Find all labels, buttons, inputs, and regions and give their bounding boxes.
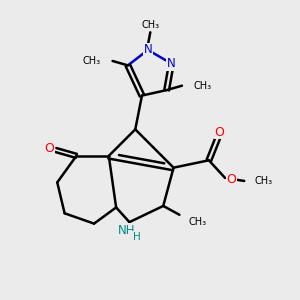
Text: O: O [214, 126, 224, 139]
Text: CH₃: CH₃ [254, 176, 273, 186]
Text: O: O [44, 142, 54, 155]
Text: CH₃: CH₃ [141, 20, 159, 30]
Text: CH₃: CH₃ [194, 81, 212, 91]
Text: N: N [167, 57, 176, 70]
Text: H: H [133, 232, 141, 242]
Text: N: N [144, 44, 152, 56]
Text: NH: NH [118, 224, 135, 237]
Text: CH₃: CH₃ [83, 56, 101, 66]
Text: CH₃: CH₃ [188, 217, 206, 227]
Text: O: O [226, 173, 236, 186]
